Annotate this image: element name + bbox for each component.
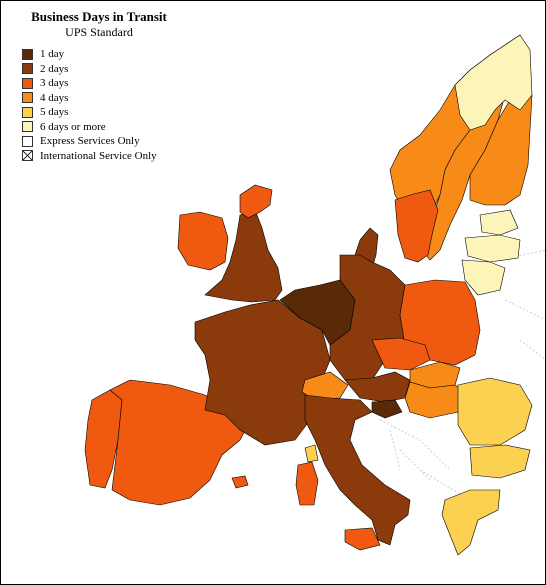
legend-swatch (22, 48, 33, 60)
legend-item-international-only: International Service Only (22, 149, 157, 164)
region-czech (371, 337, 431, 371)
legend-label: 5 days (40, 106, 69, 119)
legend-swatch (22, 135, 33, 147)
region-greece (441, 489, 501, 556)
region-italy (304, 394, 411, 546)
region-ireland (177, 211, 229, 271)
legend-swatch-crosshatch (22, 150, 33, 162)
legend-swatch (22, 77, 33, 89)
region-lithuania (461, 259, 506, 296)
legend: 1 day 2 days 3 days 4 days 5 days 6 days… (22, 47, 157, 163)
legend-swatch (22, 63, 33, 75)
legend-label: International Service Only (40, 149, 157, 162)
region-finland (469, 79, 533, 206)
map-subtitle: UPS Standard (65, 25, 133, 39)
legend-swatch (22, 121, 33, 133)
region-balearics (231, 475, 249, 489)
region-estonia (479, 209, 519, 236)
region-bulgaria (469, 444, 531, 479)
legend-item-3-days: 3 days (22, 76, 157, 91)
region-sardinia (295, 461, 319, 506)
legend-swatch (22, 106, 33, 118)
legend-label: 6 days or more (40, 120, 106, 133)
legend-item-5-days: 5 days (22, 105, 157, 120)
region-uk (204, 209, 283, 303)
legend-item-4-days: 4 days (22, 91, 157, 106)
legend-label: 3 days (40, 77, 69, 90)
region-switzerland (301, 371, 349, 401)
region-romania (457, 377, 533, 446)
map-title: Business Days in Transit (31, 9, 167, 24)
region-scotland (239, 184, 273, 219)
region-slovenia (371, 399, 403, 419)
region-latvia (464, 234, 521, 263)
legend-label: 2 days (40, 62, 69, 75)
legend-label: 4 days (40, 91, 69, 104)
legend-item-2-days: 2 days (22, 62, 157, 77)
eastern-borders (379, 249, 546, 501)
region-sicily (344, 527, 381, 551)
legend-item-6-days-or-more: 6 days or more (22, 120, 157, 135)
region-lapland (454, 34, 533, 131)
region-corsica (304, 444, 319, 463)
legend-label: 1 day (40, 48, 65, 61)
legend-swatch (22, 92, 33, 104)
legend-label: Express Services Only (40, 135, 140, 148)
region-france (194, 299, 331, 446)
legend-item-express-only: Express Services Only (22, 134, 157, 149)
region-sweden-south (394, 189, 439, 263)
legend-item-1-day: 1 day (22, 47, 157, 62)
